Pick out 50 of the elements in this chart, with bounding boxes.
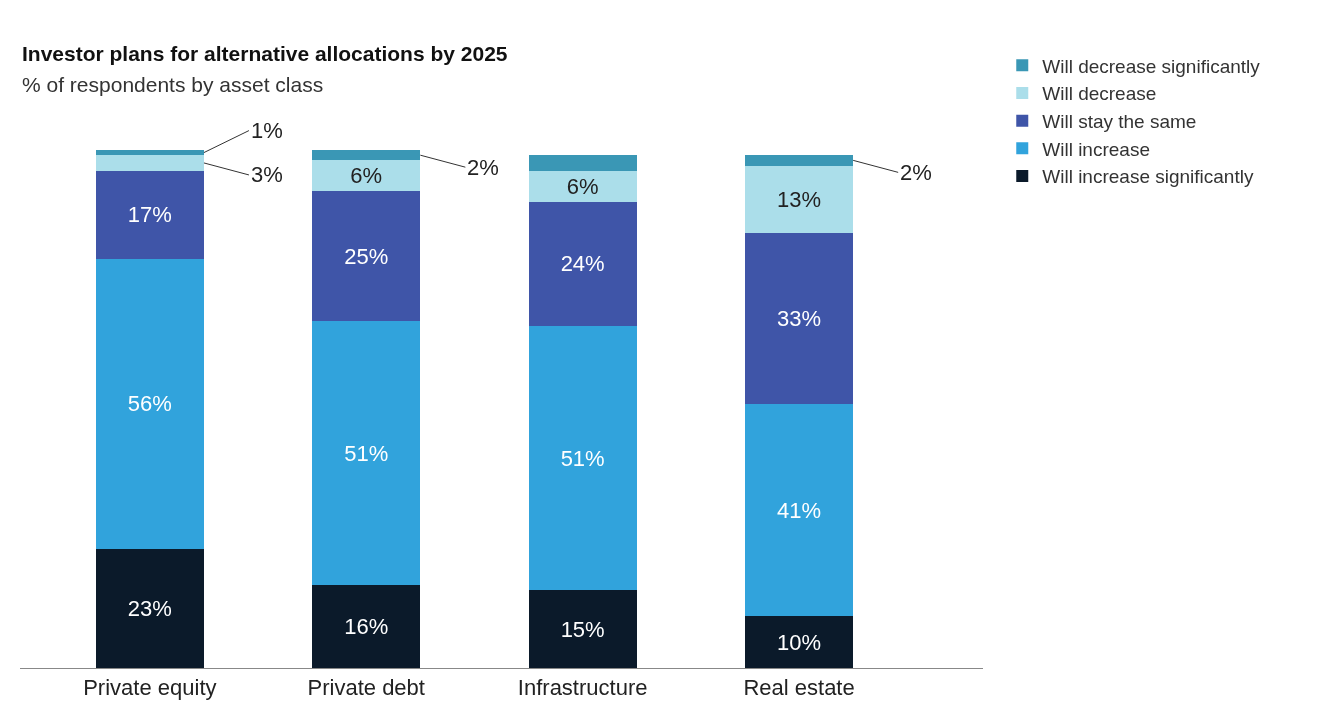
data-label: 10%	[777, 629, 822, 655]
bar	[312, 191, 421, 321]
chart-subtitle: % of respondents by asset class	[22, 73, 324, 96]
bar	[95, 150, 204, 156]
bar	[95, 170, 204, 259]
bar	[528, 590, 637, 668]
data-label: 2%	[467, 155, 499, 180]
bar	[312, 150, 421, 161]
data-label: 25%	[344, 243, 389, 269]
data-label: 2%	[900, 160, 932, 185]
x-tick-label: Real estate	[743, 675, 855, 701]
bar	[312, 320, 421, 586]
data-label: 51%	[344, 440, 389, 466]
data-label: 1%	[251, 118, 283, 143]
data-label: 13%	[777, 186, 822, 212]
bar	[312, 160, 421, 192]
bar	[744, 232, 854, 404]
bar	[528, 155, 637, 171]
data-label: 33%	[777, 305, 822, 331]
bar	[528, 201, 637, 327]
data-label: 56%	[127, 391, 172, 417]
legend-label: Will decrease	[1042, 83, 1157, 105]
legend-label: Will stay the same	[1042, 111, 1197, 133]
bar	[528, 326, 637, 591]
bar	[744, 165, 854, 233]
bar	[528, 170, 637, 202]
bar	[744, 155, 854, 166]
x-tick-label: Private debt	[307, 675, 425, 701]
legend-label: Will decrease significantly	[1042, 55, 1261, 77]
data-label: 16%	[344, 614, 389, 640]
data-label: 17%	[127, 202, 172, 228]
bar	[95, 155, 204, 171]
data-label: 51%	[560, 445, 605, 471]
bar	[95, 258, 204, 549]
x-tick-label: Infrastructure	[517, 675, 648, 701]
bar	[744, 403, 854, 617]
data-label: 41%	[777, 497, 822, 523]
x-tick-label: Private equity	[83, 675, 217, 701]
chart-title: Investor plans for alternative allocations by 2025	[22, 42, 508, 65]
legend-label: Will increase	[1042, 138, 1150, 160]
bar	[744, 616, 854, 668]
data-label: 6%	[350, 163, 383, 189]
legend-label: Will increase significantly	[1042, 166, 1254, 188]
data-label: 15%	[560, 616, 605, 642]
bar	[312, 585, 421, 668]
data-label: 6%	[566, 173, 599, 199]
bar	[95, 548, 204, 668]
data-label: 23%	[127, 595, 172, 621]
data-label: 3%	[251, 162, 283, 187]
data-label: 24%	[560, 251, 605, 277]
